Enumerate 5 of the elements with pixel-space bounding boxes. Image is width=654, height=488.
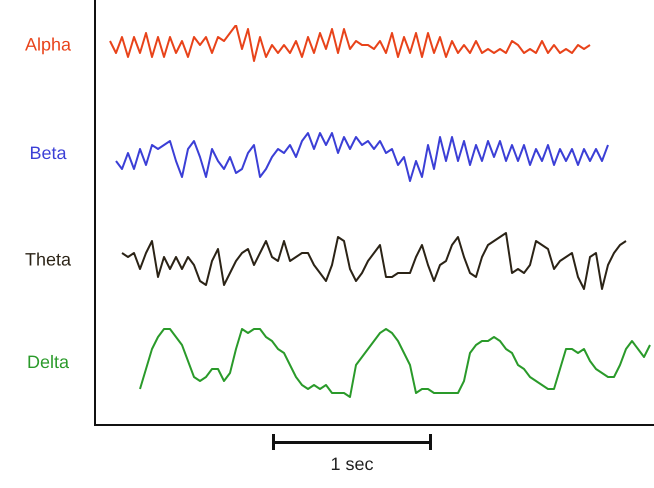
text: 1 sec (329, 454, 375, 475)
text: Theta (24, 249, 72, 270)
text: Delta (26, 352, 70, 372)
text: Beta (29, 142, 68, 163)
text: Alpha (24, 34, 72, 55)
